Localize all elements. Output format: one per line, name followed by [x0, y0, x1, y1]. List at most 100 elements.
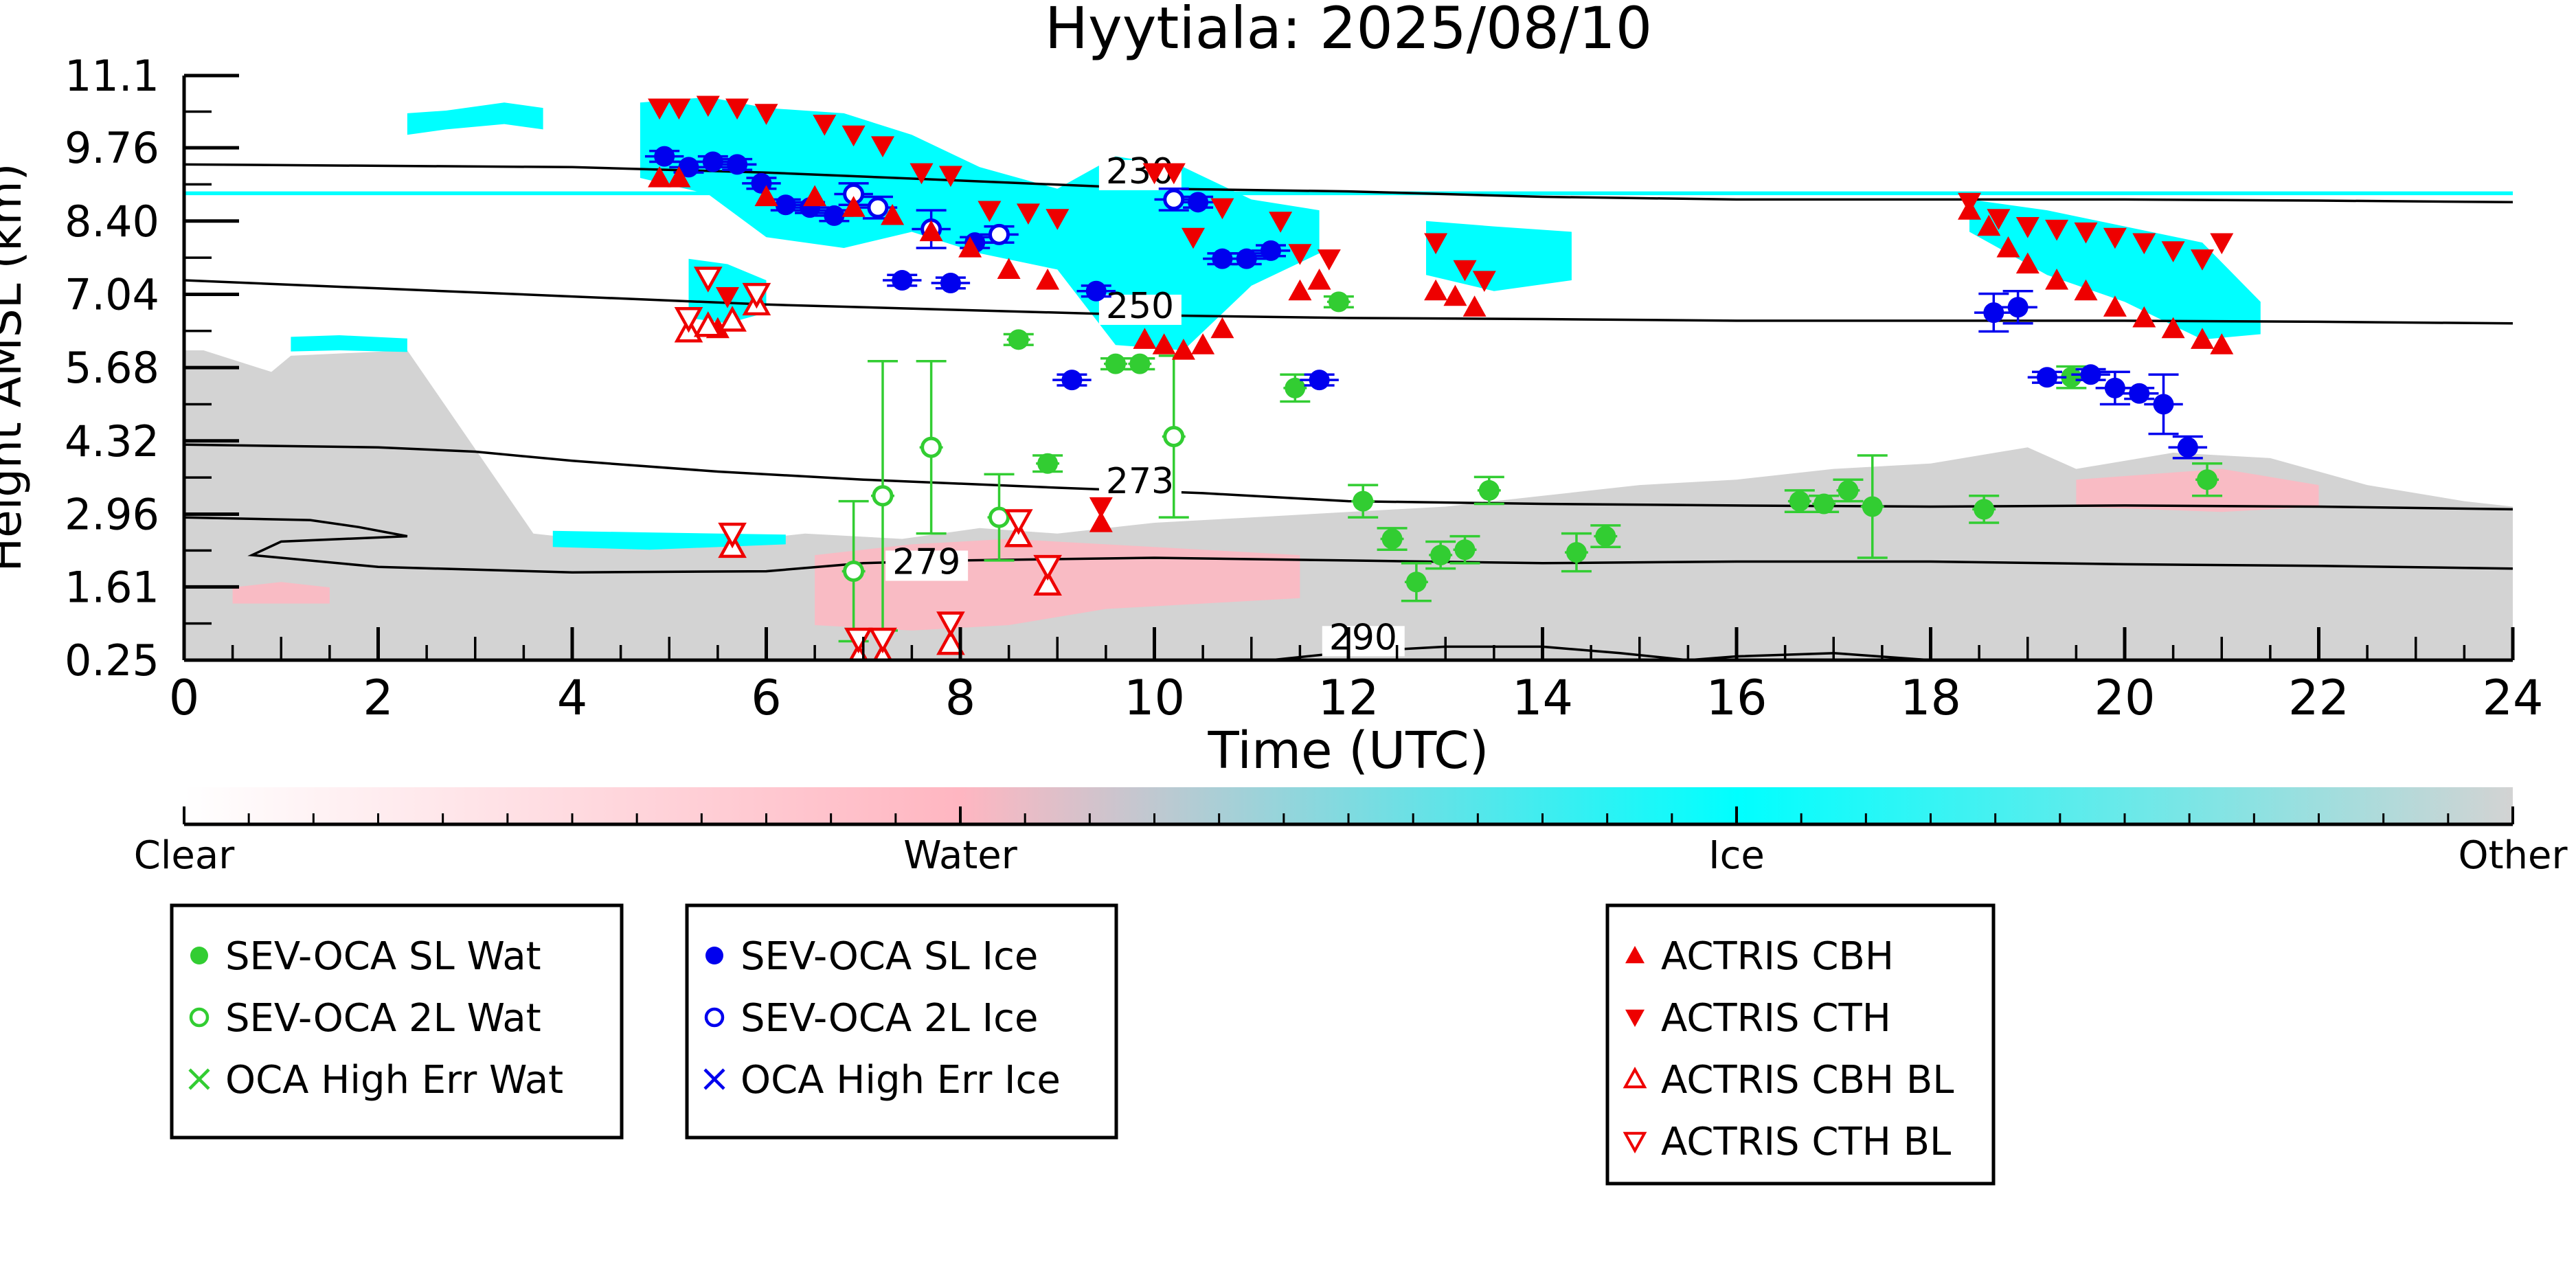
- y-tick-label: 7.04: [65, 269, 159, 319]
- marker-filled-circle: [1814, 493, 1835, 515]
- legend-marker: [1623, 1066, 1647, 1089]
- marker-open-circle: [872, 485, 894, 507]
- marker-triangle-down: [978, 201, 1002, 223]
- marker-filled-circle: [824, 205, 845, 226]
- marker-triangle-up: [2015, 252, 2040, 274]
- marker-triangle-down: [754, 104, 778, 125]
- marker-triangle-up: [1004, 521, 1033, 547]
- legend-box: ACTRIS CBH ACTRIS CTH ACTRIS CBH BL ACTRIS …: [1605, 903, 1996, 1186]
- colorbar-label: Other: [2458, 833, 2568, 878]
- y-axis-label: Height AMSL (km): [0, 163, 32, 572]
- x-tick-label: 20: [2094, 670, 2155, 726]
- contour-label-background: [1322, 626, 1405, 657]
- marker-triangle-up: [1977, 214, 2001, 236]
- contour-label: 250: [1106, 286, 1174, 327]
- marker-filled-circle: [1838, 479, 1859, 501]
- marker-triangle-up: [1424, 279, 1448, 301]
- marker-triangle-up: [2161, 317, 2185, 339]
- marker-triangle-up: [667, 166, 691, 188]
- marker-triangle-down: [1142, 163, 1166, 185]
- marker-triangle-up: [1443, 284, 1467, 306]
- marker-filled-circle: [654, 146, 675, 167]
- legend-label: SEV-OCA SL Wat: [225, 934, 541, 979]
- marker-triangle-down: [1182, 227, 1205, 249]
- x-axis-label: Time (UTC): [1207, 721, 1489, 780]
- x-tick-label: 18: [1900, 670, 1961, 726]
- marker-triangle-down: [725, 98, 749, 120]
- legend-marker: [1625, 946, 1645, 964]
- marker-filled-circle: [1188, 192, 1209, 213]
- marker-filled-circle: [940, 272, 961, 293]
- contour-label: 279: [892, 542, 960, 583]
- marker-triangle-down: [2074, 222, 2098, 244]
- legend-marker: [705, 947, 723, 964]
- marker-triangle-up: [841, 196, 866, 217]
- marker-filled-circle: [727, 154, 748, 175]
- y-tick-label: 8.40: [65, 196, 159, 247]
- other-category-layer: [184, 350, 2513, 660]
- marker-filled-circle: [1381, 528, 1403, 550]
- marker-triangle-up: [1036, 269, 1060, 290]
- series-sev-oca-sl-wat: [1003, 291, 2223, 602]
- marker-triangle-down: [1453, 260, 1477, 282]
- x-tick-label: 22: [2288, 670, 2349, 726]
- marker-triangle-down: [1046, 209, 1070, 230]
- marker-triangle-down: [2045, 219, 2069, 241]
- marker-filled-circle: [1566, 542, 1587, 563]
- marker-triangle-up: [1462, 295, 1487, 317]
- x-tick-label: 2: [363, 670, 394, 726]
- marker-triangle-down: [1004, 509, 1033, 535]
- legend-marker: [704, 1007, 725, 1028]
- marker-open-circle: [920, 436, 942, 458]
- marker-filled-circle: [2153, 394, 2174, 415]
- marker-filled-circle: [1037, 453, 1059, 474]
- legend-box: SEV-OCA SL Ice SEV-OCA 2L Ice OCA High Err…: [685, 903, 1118, 1140]
- ice-region: [407, 102, 543, 135]
- legend-frame: [685, 903, 1118, 1140]
- x-tick-label: 14: [1512, 670, 1573, 726]
- marker-filled-circle: [1595, 526, 1616, 547]
- retrieval-series: [644, 95, 2234, 660]
- x-tick-label: 24: [2482, 670, 2543, 726]
- marker-filled-circle: [1478, 479, 1500, 501]
- marker-filled-circle: [1454, 539, 1476, 561]
- y-tick-label: 9.76: [65, 123, 159, 173]
- marker-filled-circle: [1061, 370, 1083, 391]
- marker-filled-circle: [1236, 248, 1257, 269]
- legend-marker: [188, 1068, 210, 1090]
- legend-label: SEV-OCA 2L Wat: [225, 996, 541, 1041]
- marker-filled-circle: [2177, 437, 2198, 458]
- marker-filled-circle: [2104, 377, 2125, 398]
- contour-label-background: [1098, 469, 1182, 500]
- marker-triangle-up: [693, 311, 723, 337]
- legend-label: ACTRIS CTH BL: [1661, 1120, 1951, 1164]
- y-tick-label: 4.32: [65, 416, 159, 466]
- chart-title: Hyytiala: 2025/08/10: [1045, 0, 1652, 62]
- ice-region: [291, 335, 407, 352]
- marker-triangle-down: [1987, 209, 2011, 230]
- series-actris-cth-bl: [674, 267, 1062, 654]
- marker-triangle-down: [716, 287, 739, 308]
- marker-filled-circle: [1328, 291, 1349, 313]
- contour-label-background: [885, 550, 969, 581]
- colorbar: Clear Water Ice Other: [134, 787, 2568, 878]
- marker-triangle-up: [2132, 306, 2156, 328]
- contour-label-background: [1098, 294, 1182, 325]
- colorbar-ticks: [183, 806, 2514, 824]
- other-region: [184, 350, 2513, 660]
- marker-open-circle: [867, 196, 889, 218]
- legend-label: SEV-OCA SL Ice: [741, 934, 1038, 979]
- marker-filled-circle: [1212, 248, 1233, 269]
- marker-open-circle: [988, 223, 1010, 245]
- x-tick-label: 10: [1124, 670, 1185, 726]
- marker-filled-circle: [1974, 499, 1995, 520]
- marker-triangle-down: [1424, 233, 1448, 255]
- marker-open-circle: [843, 561, 865, 583]
- legend-swatch: [189, 1007, 210, 1028]
- ice-region: [1969, 199, 2261, 340]
- marker-filled-circle: [2129, 383, 2150, 404]
- y-tick-label: 1.61: [65, 562, 159, 612]
- series-sev-oca-sl-ice: [644, 146, 2208, 460]
- series-actris-cbh-bl: [674, 289, 1062, 660]
